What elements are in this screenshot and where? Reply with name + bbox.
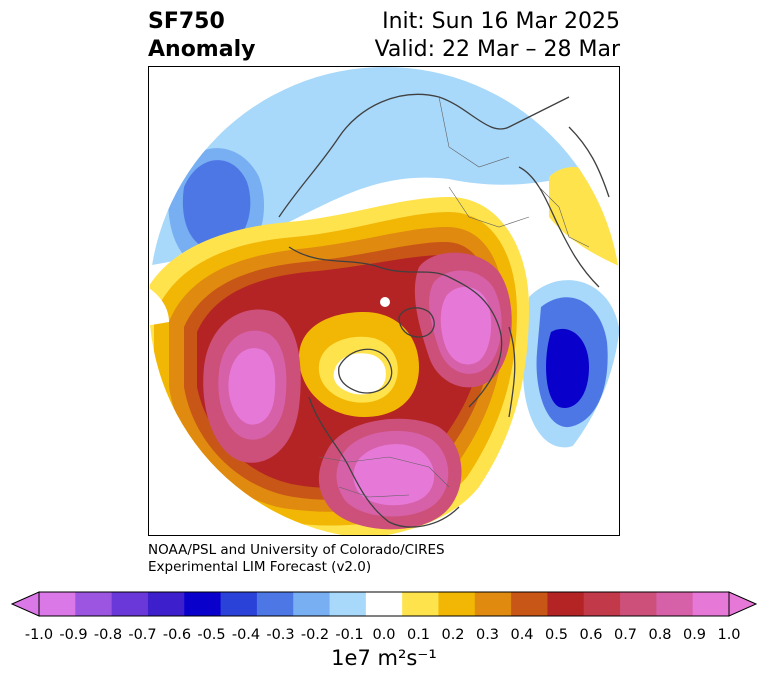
colorbar-tick-label: 0.3 bbox=[475, 627, 500, 643]
colorbar-over-arrow bbox=[728, 591, 758, 617]
colorbar-tick-label: -0.6 bbox=[162, 627, 192, 643]
colorbar-cell bbox=[547, 592, 585, 616]
colorbar-cell bbox=[474, 592, 512, 616]
positive-anomaly-northeast bbox=[549, 167, 619, 267]
north-pole-marker bbox=[380, 297, 390, 307]
colorbar-tick-label: -0.1 bbox=[335, 627, 364, 643]
unit-label: 1e7 m²s⁻¹ bbox=[0, 646, 768, 670]
colorbar-cell bbox=[620, 592, 657, 616]
colorbar-cell bbox=[438, 592, 476, 616]
colorbar-cell bbox=[329, 592, 367, 616]
credit-line-1: NOAA/PSL and University of Colorado/CIRE… bbox=[148, 542, 445, 558]
colorbar-cell bbox=[511, 592, 548, 616]
colorbar-cell bbox=[365, 592, 403, 616]
polar-map-svg bbox=[149, 67, 619, 535]
colorbar-cell bbox=[692, 592, 730, 616]
positive-lobe-namerica-core bbox=[353, 444, 435, 506]
colorbar-cell bbox=[583, 592, 621, 616]
colorbar-cell bbox=[220, 592, 258, 616]
field-type-title: Anomaly bbox=[148, 37, 256, 62]
date-block: Init: Sun 16 Mar 2025 Valid: 22 Mar – 28… bbox=[375, 8, 620, 64]
colorbar-tick-label: -0.4 bbox=[231, 627, 261, 643]
colorbar-cell bbox=[75, 592, 113, 616]
colorbar-tick-label: 0.2 bbox=[441, 627, 465, 643]
colorbar-cell bbox=[147, 592, 185, 616]
negative-anomaly-east-core bbox=[546, 328, 589, 408]
colorbar-tick-label: 0.9 bbox=[682, 627, 707, 643]
forecast-map bbox=[148, 66, 620, 536]
colorbar-tick-label: 0.0 bbox=[372, 627, 396, 643]
colorbar-cell bbox=[111, 592, 149, 616]
title-block: SF750 Anomaly bbox=[148, 8, 255, 64]
colorbar-tick-label: 1.0 bbox=[717, 627, 741, 643]
colorbar-tick-label: -1.0 bbox=[24, 627, 54, 643]
colorbar bbox=[10, 591, 758, 617]
colorbar-cell bbox=[293, 592, 331, 616]
negative-anomaly-westcoast bbox=[149, 282, 169, 327]
colorbar-tick-label: 0.1 bbox=[406, 627, 431, 643]
positive-lobe-west-core bbox=[228, 348, 276, 425]
unit-label-text: 1e7 m²s⁻¹ bbox=[331, 646, 437, 670]
colorbar-cell bbox=[656, 592, 694, 616]
borders bbox=[318, 96, 590, 498]
colorbar-tick-label: -0.8 bbox=[93, 627, 123, 643]
colorbar-tick-label: 0.8 bbox=[648, 627, 672, 643]
positive-lobe-europe-core bbox=[440, 286, 492, 365]
colorbar-cell bbox=[184, 592, 222, 616]
colorbar-outline bbox=[38, 591, 730, 617]
colorbar-tick-label: -0.5 bbox=[197, 627, 226, 643]
colorbar-tick-label: -0.2 bbox=[300, 627, 330, 643]
valid-range: Valid: 22 Mar – 28 Mar bbox=[374, 37, 620, 62]
colorbar-cell bbox=[402, 592, 439, 616]
colorbar-tick-label: 0.4 bbox=[510, 627, 534, 643]
colorbar-cell bbox=[256, 592, 294, 616]
credit: NOAA/PSL and University of Colorado/CIRE… bbox=[148, 542, 445, 576]
colorbar-cell bbox=[39, 592, 76, 616]
arctic-core-white bbox=[333, 353, 386, 395]
variable-title: SF750 bbox=[148, 9, 225, 34]
colorbar-tick-label: 0.5 bbox=[544, 627, 569, 643]
colorbar-under-arrow bbox=[10, 591, 40, 617]
colorbar-cells bbox=[39, 592, 730, 616]
credit-line-2: Experimental LIM Forecast (v2.0) bbox=[148, 559, 372, 575]
colorbar-tick-label: -0.9 bbox=[59, 627, 88, 643]
coastlines bbox=[278, 93, 610, 528]
negative-anomaly-north-inner bbox=[209, 88, 439, 165]
init-date: Init: Sun 16 Mar 2025 bbox=[382, 9, 620, 34]
colorbar-tick-label: -0.3 bbox=[266, 627, 295, 643]
colorbar-tick-label: 0.7 bbox=[613, 627, 638, 643]
negative-anomaly-west-mid bbox=[182, 160, 251, 250]
colorbar-tick-label: -0.7 bbox=[128, 627, 157, 643]
colorbar-tick-label: 0.6 bbox=[579, 627, 603, 643]
